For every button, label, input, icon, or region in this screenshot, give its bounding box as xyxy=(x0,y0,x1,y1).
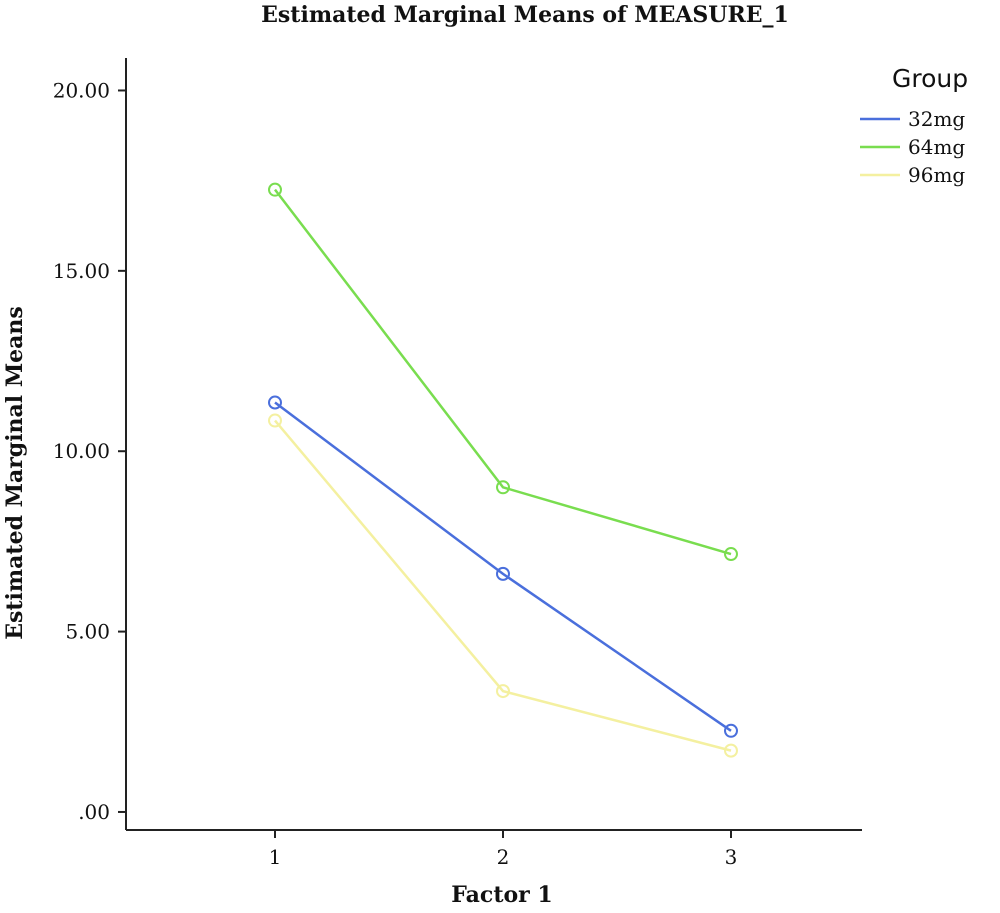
legend-label: 96mg xyxy=(908,163,965,187)
legend-items: 32mg 64mg 96mg xyxy=(860,107,965,187)
data-point xyxy=(268,413,282,428)
x-tick-label: 3 xyxy=(725,845,738,869)
x-axis-title: Factor 1 xyxy=(451,882,552,908)
y-tick-label: 5.00 xyxy=(65,620,110,644)
y-axis-ticks: .00 5.00 10.00 15.00 20.00 xyxy=(53,78,126,824)
legend-label: 32mg xyxy=(908,107,965,131)
series-96mg xyxy=(268,413,738,758)
plot-area xyxy=(126,58,862,830)
y-tick-label: 15.00 xyxy=(53,259,110,283)
y-tick-label: 20.00 xyxy=(53,78,110,102)
x-tick-label: 2 xyxy=(497,845,510,869)
data-point xyxy=(268,182,282,197)
x-tick-label: 1 xyxy=(269,845,282,869)
series-64mg xyxy=(268,182,738,562)
data-point xyxy=(496,684,510,699)
data-point xyxy=(724,743,738,758)
series-layer xyxy=(268,182,738,758)
legend: Group 32mg 64mg 96mg xyxy=(860,64,968,187)
legend-title: Group xyxy=(892,64,968,93)
data-point xyxy=(496,566,510,581)
x-axis-ticks: 1 2 3 xyxy=(269,830,738,869)
y-tick-label: 10.00 xyxy=(53,439,110,463)
series-line xyxy=(274,188,732,556)
legend-item: 32mg xyxy=(860,107,965,131)
data-point xyxy=(268,395,282,410)
data-point xyxy=(724,547,738,562)
data-point xyxy=(724,723,738,738)
legend-item: 96mg xyxy=(860,163,965,187)
series-32mg xyxy=(268,395,738,738)
legend-item: 64mg xyxy=(860,135,965,159)
y-tick-label: .00 xyxy=(78,800,110,824)
series-line xyxy=(274,401,732,732)
legend-label: 64mg xyxy=(908,135,965,159)
chart-title: Estimated Marginal Means of MEASURE_1 xyxy=(261,2,789,28)
y-axis-title: Estimated Marginal Means xyxy=(2,306,28,640)
series-line xyxy=(274,419,732,752)
data-point xyxy=(496,480,510,495)
